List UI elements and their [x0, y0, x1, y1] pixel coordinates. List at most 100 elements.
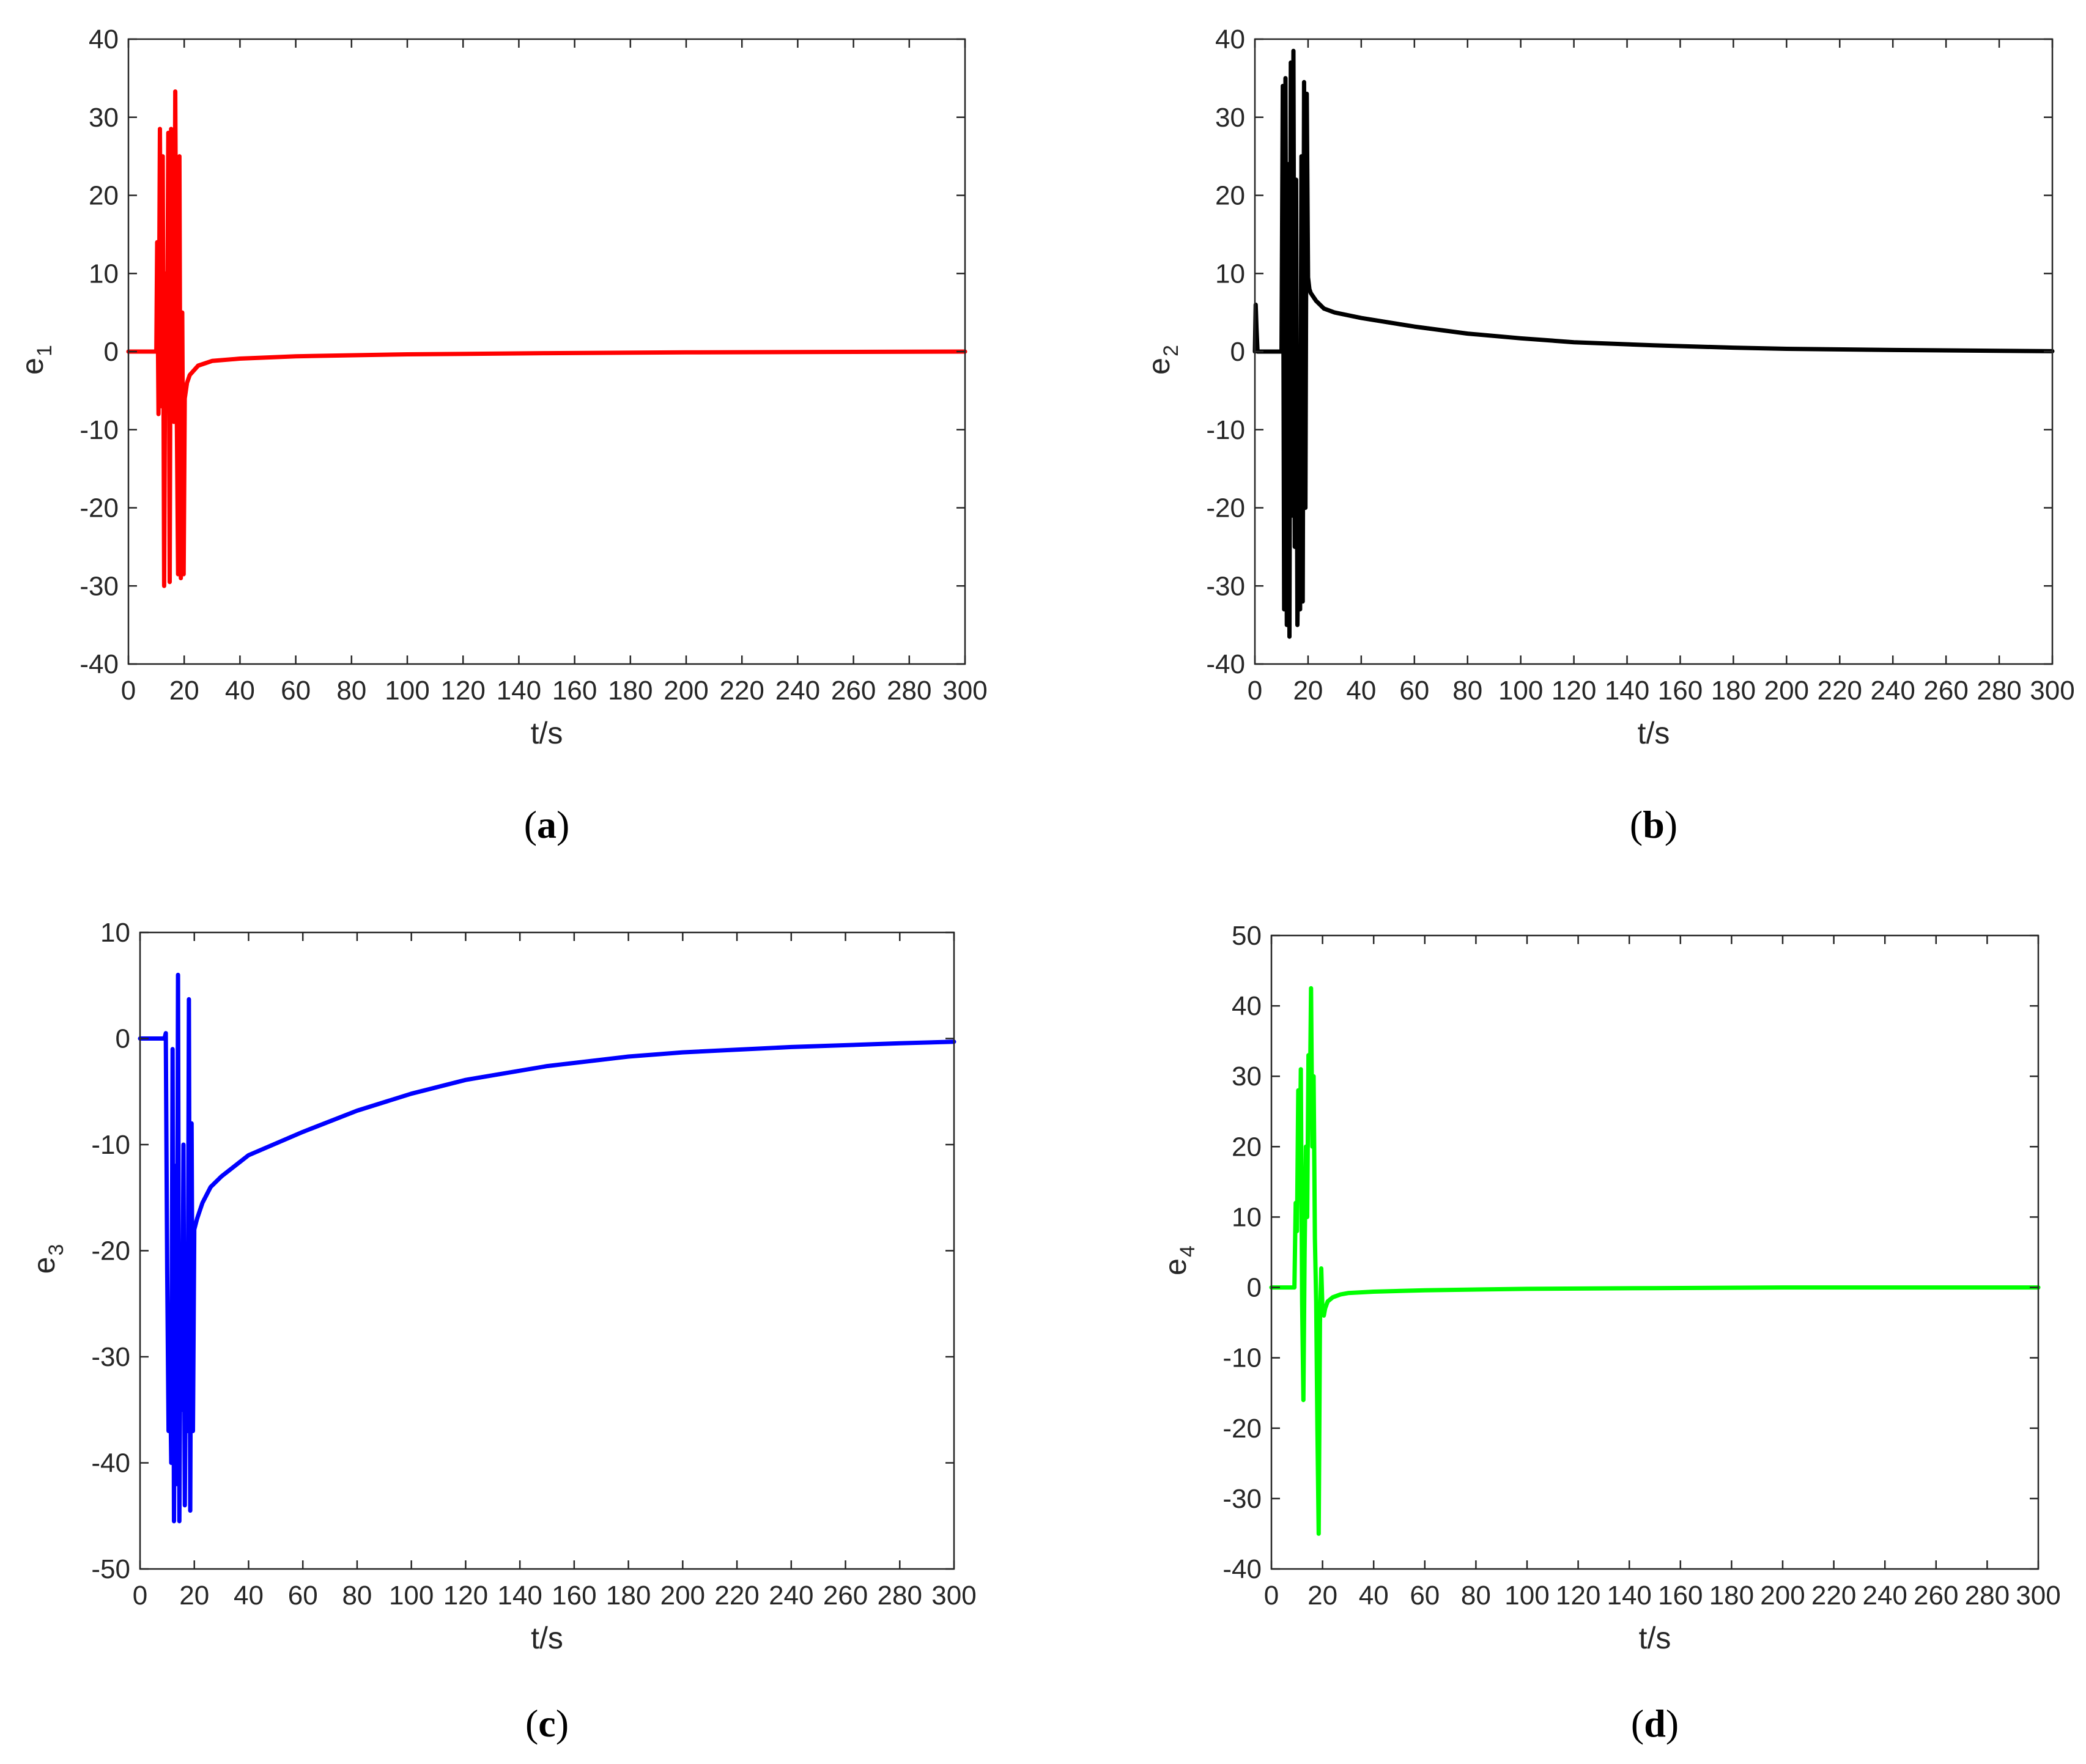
y-axis-label-subscript: 3 — [45, 1244, 68, 1256]
x-tick-label: 0 — [1248, 676, 1262, 706]
x-tick-label: 180 — [1711, 676, 1756, 706]
y-tick-label: 0 — [104, 337, 119, 367]
x-tick-label: 240 — [769, 1581, 813, 1611]
y-tick-label: 10 — [89, 259, 119, 289]
x-tick-label: 280 — [887, 676, 931, 706]
panel-d: 0 20 40 60 80 100 120 140 160 180 200 220 240 260 280 3… — [1158, 921, 2061, 1745]
y-axis-label: e2 — [1142, 345, 1183, 375]
y-tick-label: -40 — [1222, 1554, 1262, 1584]
x-tick-label: 180 — [606, 1581, 651, 1611]
x-tick-label: 20 — [169, 676, 199, 706]
y-tick-label: 50 — [1232, 921, 1262, 951]
x-tick-label: 200 — [664, 676, 708, 706]
y-tick-label: 20 — [89, 181, 119, 211]
x-tick-label: 80 — [342, 1581, 372, 1611]
panel-b: 0 20 40 60 80 100 120 140 160 180 200 220 240 260 280 3… — [1142, 24, 2075, 846]
x-axis-label: t/s — [531, 716, 563, 750]
x-tick-label: 40 — [1359, 1581, 1389, 1611]
caption-close-paren: ) — [557, 803, 569, 846]
panel-a: 0 20 40 60 80 100 120 140 160 180 200 220 240 260 280 3… — [15, 24, 988, 846]
y-tick-label: -40 — [1206, 649, 1245, 679]
x-axis-label: t/s — [1638, 716, 1670, 750]
series-line-e2 — [1252, 48, 2055, 639]
y-tick-label: -40 — [80, 649, 119, 679]
x-tick-label: 300 — [931, 1581, 976, 1611]
x-tick-label: 80 — [1461, 1581, 1491, 1611]
y-tick-label: -10 — [91, 1130, 130, 1160]
x-tick-label: 40 — [225, 676, 255, 706]
y-tick-label: -20 — [1206, 493, 1245, 523]
x-tick-label: 200 — [660, 1581, 705, 1611]
y-tick-label: -10 — [1206, 415, 1245, 445]
x-tick-label: 100 — [389, 1581, 434, 1611]
y-tick-label: 10 — [1232, 1202, 1262, 1232]
x-axis-label: t/s — [531, 1621, 563, 1655]
caption-open-paren: ( — [1631, 1702, 1644, 1745]
y-tick-label: -10 — [1222, 1343, 1262, 1373]
x-tick-label: 180 — [608, 676, 653, 706]
x-tick-label: 140 — [1605, 676, 1649, 706]
y-axis-label: e3 — [27, 1244, 68, 1274]
x-tick-label: 260 — [1914, 1581, 1958, 1611]
x-tick-label: 260 — [831, 676, 876, 706]
y-tick-label: 40 — [1215, 24, 1245, 54]
caption-letter: b — [1643, 803, 1665, 846]
x-tick-label: 40 — [234, 1581, 264, 1611]
y-tick-label: -50 — [91, 1554, 130, 1584]
x-tick-label: 180 — [1709, 1581, 1754, 1611]
y-tick-label: -20 — [91, 1236, 130, 1266]
x-tick-label: 80 — [1452, 676, 1482, 706]
x-tick-label: 100 — [1498, 676, 1543, 706]
caption-letter: a — [537, 803, 557, 846]
y-tick-label: -30 — [1206, 571, 1245, 601]
x-tick-label: 120 — [440, 676, 485, 706]
x-tick-label: 300 — [2030, 676, 2074, 706]
x-tick-label: 60 — [1410, 1581, 1440, 1611]
y-tick-label: -20 — [1222, 1414, 1262, 1444]
x-tick-label: 20 — [1307, 1581, 1337, 1611]
x-tick-label: 80 — [336, 676, 366, 706]
axes-box — [1270, 934, 2040, 1570]
x-tick-label: 140 — [497, 676, 541, 706]
x-tick-label: 280 — [878, 1581, 922, 1611]
caption-letter: d — [1644, 1702, 1666, 1745]
x-tick-label: 100 — [1504, 1581, 1549, 1611]
x-tick-label: 100 — [385, 676, 429, 706]
y-tick-label: -20 — [80, 493, 119, 523]
x-tick-label: 300 — [2016, 1581, 2060, 1611]
x-tick-label: 0 — [1264, 1581, 1279, 1611]
x-tick-label: 240 — [1870, 676, 1915, 706]
y-tick-label: -30 — [80, 571, 119, 601]
x-tick-label: 20 — [1293, 676, 1323, 706]
y-axis-label-subscript: 1 — [33, 345, 56, 356]
x-tick-label: 200 — [1760, 1581, 1805, 1611]
series-line-e1 — [126, 89, 967, 588]
x-tick-label: 200 — [1764, 676, 1809, 706]
x-axis-label: t/s — [1639, 1621, 1671, 1655]
x-tick-label: 220 — [1818, 676, 1862, 706]
x-tick-label: 220 — [714, 1581, 759, 1611]
panel-caption: (b) — [1630, 803, 1677, 846]
x-tick-label: 280 — [1965, 1581, 2010, 1611]
x-tick-label: 240 — [775, 676, 820, 706]
y-tick-label: -30 — [91, 1342, 130, 1372]
x-tick-label: 120 — [1556, 1581, 1600, 1611]
x-tick-label: 240 — [1862, 1581, 1907, 1611]
y-axis-label-subscript: 4 — [1176, 1246, 1199, 1257]
caption-open-paren: ( — [525, 1702, 538, 1745]
x-tick-label: 120 — [443, 1581, 488, 1611]
panel-caption: (d) — [1631, 1702, 1679, 1745]
x-tick-label: 220 — [719, 676, 764, 706]
x-tick-label: 20 — [179, 1581, 209, 1611]
x-tick-label: 60 — [288, 1581, 318, 1611]
y-tick-label: 0 — [116, 1024, 130, 1054]
y-axis-label-main: e — [15, 358, 50, 375]
y-tick-label: 30 — [89, 103, 119, 133]
y-tick-label: 30 — [1215, 103, 1245, 133]
caption-open-paren: ( — [1630, 803, 1643, 846]
x-tick-label: 220 — [1811, 1581, 1856, 1611]
y-axis-label: e1 — [15, 345, 56, 375]
series-line-e3 — [138, 972, 956, 1524]
axes-box — [139, 931, 955, 1570]
